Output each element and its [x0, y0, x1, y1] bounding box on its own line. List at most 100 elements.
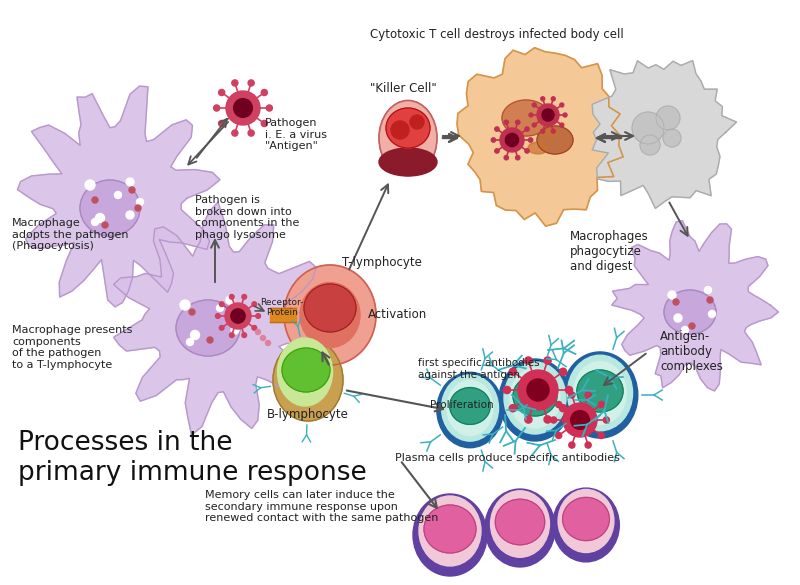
- Circle shape: [668, 291, 676, 299]
- Circle shape: [186, 339, 194, 346]
- Circle shape: [135, 205, 141, 211]
- Circle shape: [560, 103, 564, 107]
- Ellipse shape: [553, 488, 619, 562]
- Circle shape: [656, 106, 680, 130]
- Ellipse shape: [510, 368, 560, 428]
- Circle shape: [640, 135, 660, 155]
- Circle shape: [632, 112, 664, 144]
- Ellipse shape: [537, 126, 573, 154]
- Circle shape: [500, 128, 524, 152]
- Text: Activation: Activation: [368, 308, 427, 321]
- Circle shape: [102, 222, 108, 228]
- Ellipse shape: [450, 388, 490, 424]
- Circle shape: [233, 305, 239, 311]
- Circle shape: [598, 401, 604, 408]
- Circle shape: [261, 336, 266, 340]
- Circle shape: [544, 416, 551, 423]
- Circle shape: [544, 357, 551, 364]
- Ellipse shape: [386, 108, 430, 148]
- Circle shape: [494, 149, 499, 153]
- Circle shape: [510, 368, 517, 376]
- Circle shape: [242, 294, 246, 299]
- Text: Macrophages
phagocytize
and digest: Macrophages phagocytize and digest: [570, 230, 649, 273]
- Circle shape: [541, 129, 545, 133]
- Circle shape: [226, 91, 260, 125]
- Circle shape: [515, 156, 520, 160]
- Circle shape: [551, 129, 555, 133]
- Circle shape: [190, 331, 199, 339]
- Circle shape: [494, 127, 499, 131]
- Circle shape: [218, 121, 225, 126]
- Circle shape: [95, 214, 105, 222]
- Text: Proliferation: Proliferation: [430, 400, 494, 410]
- Ellipse shape: [447, 380, 493, 436]
- Circle shape: [525, 357, 532, 364]
- Circle shape: [682, 326, 689, 333]
- Circle shape: [242, 333, 246, 338]
- Circle shape: [707, 297, 713, 303]
- Circle shape: [560, 123, 564, 127]
- Text: T-lymphocyte: T-lymphocyte: [342, 256, 422, 269]
- Circle shape: [556, 432, 562, 439]
- Circle shape: [410, 115, 424, 129]
- Circle shape: [214, 105, 220, 111]
- Ellipse shape: [562, 497, 610, 541]
- Ellipse shape: [176, 300, 240, 356]
- Ellipse shape: [278, 338, 333, 406]
- Circle shape: [551, 97, 555, 101]
- Ellipse shape: [562, 352, 638, 438]
- Circle shape: [231, 309, 245, 323]
- Ellipse shape: [437, 372, 503, 448]
- Circle shape: [126, 178, 134, 186]
- Circle shape: [256, 314, 261, 318]
- Circle shape: [234, 99, 252, 118]
- Circle shape: [235, 322, 241, 328]
- Circle shape: [207, 337, 213, 343]
- Ellipse shape: [304, 284, 356, 332]
- Circle shape: [266, 340, 270, 346]
- Circle shape: [215, 314, 220, 318]
- Circle shape: [252, 325, 257, 330]
- Text: Pathogen
i. E. a virus
"Antigen": Pathogen i. E. a virus "Antigen": [265, 118, 327, 151]
- Circle shape: [566, 387, 573, 394]
- Circle shape: [674, 314, 682, 322]
- Circle shape: [262, 90, 267, 95]
- Ellipse shape: [577, 370, 623, 412]
- Circle shape: [217, 305, 223, 311]
- Circle shape: [504, 156, 509, 160]
- Circle shape: [598, 432, 604, 439]
- Ellipse shape: [424, 505, 476, 553]
- Circle shape: [569, 442, 575, 448]
- Circle shape: [689, 323, 695, 329]
- Circle shape: [663, 129, 681, 147]
- Circle shape: [504, 120, 509, 125]
- Circle shape: [705, 287, 711, 294]
- Ellipse shape: [504, 362, 566, 434]
- Circle shape: [230, 333, 234, 338]
- Circle shape: [231, 326, 239, 334]
- Ellipse shape: [499, 359, 571, 441]
- Circle shape: [232, 80, 238, 86]
- Circle shape: [218, 90, 225, 95]
- Circle shape: [525, 127, 530, 131]
- Circle shape: [537, 104, 559, 126]
- Polygon shape: [114, 202, 331, 435]
- Circle shape: [585, 442, 591, 448]
- Ellipse shape: [442, 375, 498, 441]
- Ellipse shape: [379, 148, 437, 176]
- Ellipse shape: [282, 348, 330, 392]
- Ellipse shape: [413, 494, 487, 576]
- Circle shape: [532, 103, 536, 107]
- Circle shape: [559, 368, 566, 376]
- Circle shape: [515, 120, 520, 125]
- Ellipse shape: [542, 128, 558, 136]
- Text: Antigen-
antibody
complexes: Antigen- antibody complexes: [660, 330, 723, 373]
- Circle shape: [585, 392, 591, 398]
- Circle shape: [137, 198, 143, 205]
- Text: Memory cells can later induce the
secondary immune response upon
renewed contact: Memory cells can later induce the second…: [205, 490, 438, 523]
- Ellipse shape: [574, 362, 626, 425]
- Circle shape: [180, 300, 190, 310]
- Circle shape: [491, 138, 495, 142]
- Text: Macrophage
adopts the pathogen
(Phagocytosis): Macrophage adopts the pathogen (Phagocyt…: [12, 218, 129, 251]
- Circle shape: [603, 417, 610, 423]
